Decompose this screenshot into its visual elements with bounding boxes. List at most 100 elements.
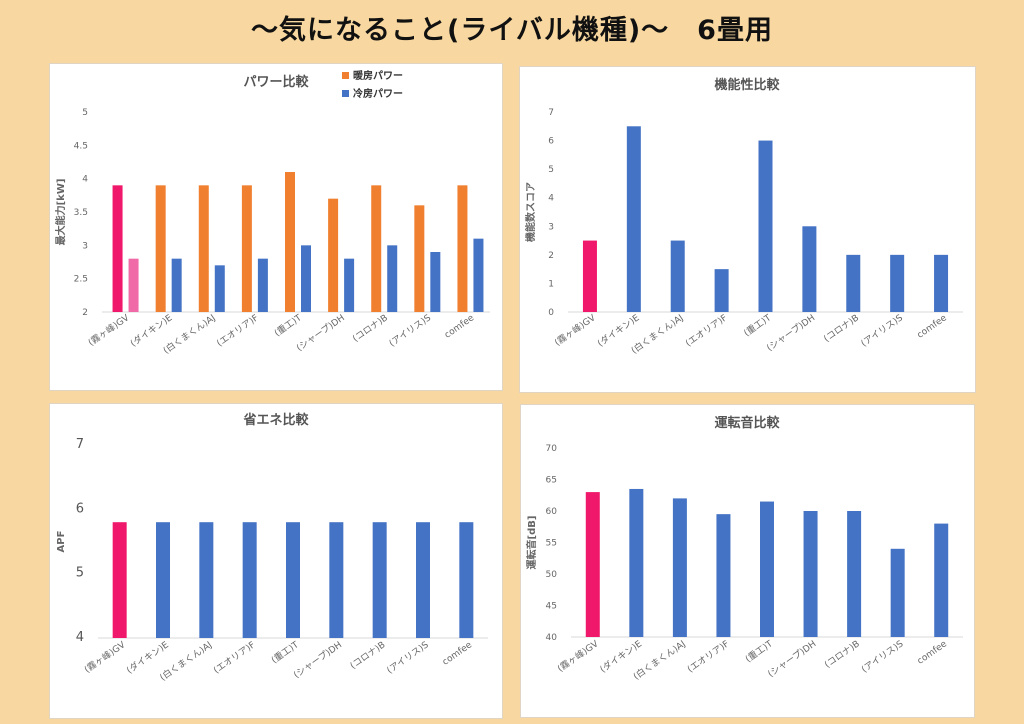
chart-title: 運転音比較: [714, 415, 780, 431]
bar: [199, 522, 214, 638]
y-axis-label: 最大能力[kW]: [54, 179, 67, 246]
x-tick-label: (コロナ)B: [822, 312, 861, 344]
y-tick-label: 1: [548, 279, 554, 289]
bar: [760, 501, 774, 637]
bar-cooling: [257, 258, 268, 312]
apf-chart: 省エネ比較4567APF(霧ヶ峰)GV(ダイキン)E(白くまくん)AJ(エオリア…: [56, 412, 488, 683]
bar: [934, 523, 949, 637]
bar-cooling: [387, 245, 398, 312]
bar-heating: [457, 185, 468, 312]
bar-heating: [112, 185, 123, 312]
bar: [802, 226, 817, 312]
bar: [626, 126, 641, 313]
y-tick-label: 7: [548, 108, 554, 118]
x-tick-label: (重工)T: [272, 311, 304, 339]
x-tick-label: (エオリア)F: [215, 312, 261, 349]
x-tick-label: (重工)T: [269, 638, 301, 666]
y-tick-label: 50: [546, 570, 558, 580]
y-tick-label: 3: [82, 241, 88, 251]
y-axis-label: APF: [56, 531, 67, 553]
x-tick-label: (霧ヶ峰)GV: [556, 638, 602, 675]
power-chart-panel: パワー比較 2 2.5 3 3.5 4 4.5 5 最大能力[kW] 暖房パワー 冷房パワー (霧ヶ峰…: [49, 63, 503, 391]
y-tick-label: 55: [546, 539, 557, 549]
chart-title: 省エネ比較: [242, 412, 309, 428]
bar: [847, 511, 862, 637]
x-tick-label: (エオリア)F: [684, 312, 730, 349]
y-axis-label: 運転音[dB]: [525, 516, 538, 570]
bar-cooling: [301, 245, 311, 312]
x-tick-label: (エオリア)F: [685, 638, 731, 675]
x-tick-label: comfee: [441, 640, 475, 668]
bar-heating: [155, 185, 166, 312]
y-tick-label: 0: [548, 308, 554, 318]
y-tick-label: 2: [548, 251, 554, 261]
bar: [758, 140, 773, 312]
y-tick-label: 2.5: [74, 275, 88, 285]
y-tick-label: 45: [546, 602, 557, 612]
bar-cooling: [344, 258, 355, 312]
x-tick-label: comfee: [916, 639, 950, 667]
x-tick-label: (アイリス)S: [860, 313, 906, 349]
x-tick-label: (アイリス)S: [860, 639, 906, 675]
x-tick-label: (重工)T: [743, 637, 775, 665]
bar: [156, 522, 170, 638]
x-tick-label: (コロナ)B: [348, 639, 387, 671]
legend-label-heating: 暖房パワー: [353, 69, 403, 82]
x-tick-label: (霧ヶ峰)GV: [553, 312, 599, 349]
y-tick-label: 4: [82, 175, 88, 185]
bar: [672, 498, 687, 637]
y-tick-label: 6: [76, 501, 84, 516]
y-tick-label: 3: [548, 222, 554, 232]
bar: [934, 254, 949, 312]
noise-chart: 運転音比較40455055606570運転音[dB](霧ヶ峰)GV(ダイキン)E…: [525, 415, 963, 682]
bar: [416, 522, 430, 638]
y-tick-label: 65: [546, 476, 557, 486]
bar: [714, 269, 729, 312]
y-tick-label: 2: [82, 308, 88, 318]
function-chart: 機能性比較01234567機能数スコア(霧ヶ峰)GV(ダイキン)E(白くまくん)…: [524, 77, 963, 356]
bar: [286, 522, 300, 638]
bar: [372, 522, 387, 638]
bar: [585, 492, 600, 637]
x-tick-label: (コロナ)B: [823, 638, 862, 670]
y-tick-label: 40: [546, 633, 558, 643]
x-tick-label: (霧ヶ峰)GV: [86, 312, 132, 349]
bar-heating: [328, 198, 339, 312]
y-tick-label: 5: [548, 165, 554, 175]
bar-cooling: [171, 258, 182, 312]
y-axis-label: 機能数スコア: [524, 182, 537, 242]
bar-heating: [371, 185, 382, 312]
bar: [112, 522, 127, 638]
y-tick-label: 6: [548, 137, 554, 147]
bar-heating: [414, 205, 425, 312]
x-tick-label: (コロナ)B: [351, 312, 390, 344]
x-tick-label: (重工)T: [741, 311, 773, 339]
bar: [890, 254, 905, 312]
bar: [890, 548, 905, 637]
bar: [846, 254, 861, 312]
bar: [670, 240, 685, 312]
y-tick-label: 70: [546, 444, 558, 454]
x-tick-label: (霧ヶ峰)GV: [82, 639, 128, 676]
x-tick-label: (エオリア)F: [212, 639, 258, 676]
bar-cooling: [214, 265, 225, 312]
x-tick-label: (シャープ)DH: [294, 312, 346, 353]
bar-cooling: [128, 258, 139, 312]
x-tick-label: (アイリス)S: [385, 640, 431, 676]
x-tick-label: comfee: [916, 313, 950, 341]
bar: [803, 511, 818, 637]
x-tick-label: comfee: [443, 313, 477, 341]
chart-title: パワー比較: [243, 74, 309, 90]
noise-chart-panel: 運転音比較 40 45 50 55 60 65 70 運転音[dB] (霧ヶ峰)GV (ダイキン)E…: [520, 404, 975, 718]
legend-swatch-heating: [342, 72, 349, 79]
bar: [242, 522, 257, 638]
y-tick-label: 4: [76, 630, 84, 645]
chart-title: 機能性比較: [714, 77, 780, 93]
bar-cooling: [473, 238, 484, 312]
x-tick-label: (アイリス)S: [388, 313, 434, 349]
x-tick-label: (シャープ)DH: [766, 638, 818, 679]
bar-heating: [285, 172, 295, 312]
x-tick-label: (シャープ)DH: [765, 312, 817, 353]
x-tick-label: (シャープ)DH: [292, 639, 344, 680]
